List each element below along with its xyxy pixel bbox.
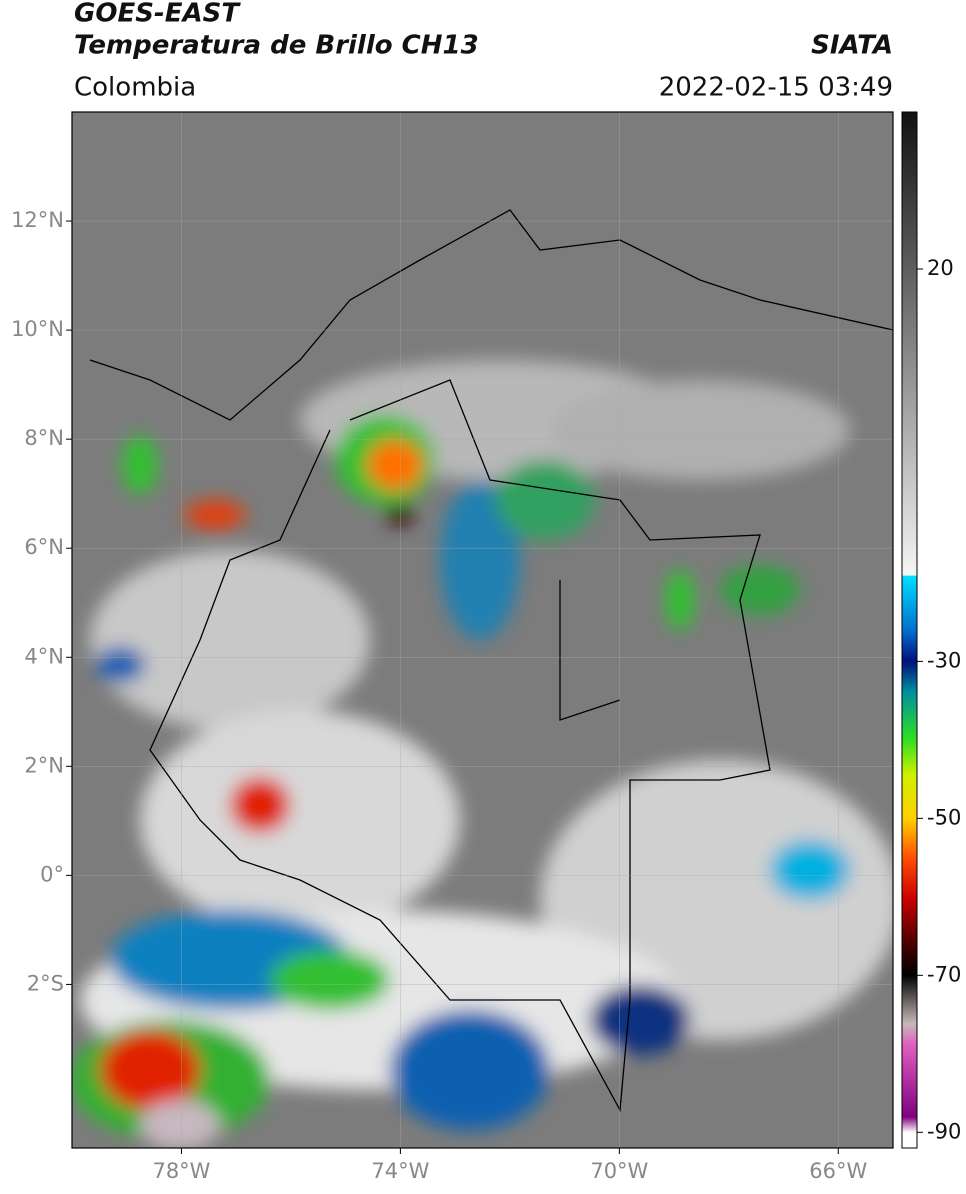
y-tick-label: 8°N xyxy=(24,426,64,450)
y-tick-label: 0° xyxy=(40,862,64,886)
x-tick-label: 74°W xyxy=(371,1159,429,1183)
source: SIATA xyxy=(811,31,893,61)
colorbar xyxy=(901,111,918,1149)
y-tick-label: 2°S xyxy=(27,971,64,995)
colorbar-tick-label: -70 xyxy=(927,962,961,986)
colorbar-tick-label: -30 xyxy=(927,648,961,672)
clouds xyxy=(72,360,893,1148)
colorbar-tick-label: 20 xyxy=(927,256,954,280)
borders xyxy=(89,209,893,1113)
title: GOES-EAST xyxy=(74,0,241,29)
subtitle: Temperatura de Brillo CH13 xyxy=(74,31,479,61)
y-tick-label: 10°N xyxy=(11,317,64,341)
x-tick-label: 66°W xyxy=(809,1159,867,1183)
datetime: 2022-02-15 03:49 xyxy=(659,73,893,103)
map-frame xyxy=(71,111,894,1149)
map-image xyxy=(72,112,893,1148)
region: Colombia xyxy=(74,73,196,103)
y-tick-label: 4°N xyxy=(24,644,64,668)
y-tick-label: 6°N xyxy=(24,535,64,559)
x-tick-label: 78°W xyxy=(152,1159,210,1183)
colorbar-tick-label: -50 xyxy=(927,805,961,829)
y-tick-label: 12°N xyxy=(11,208,64,232)
x-tick-label: 70°W xyxy=(590,1159,648,1183)
colorbar-tick-label: -90 xyxy=(927,1119,961,1143)
grid xyxy=(72,112,893,1148)
y-tick-label: 2°N xyxy=(24,753,64,777)
